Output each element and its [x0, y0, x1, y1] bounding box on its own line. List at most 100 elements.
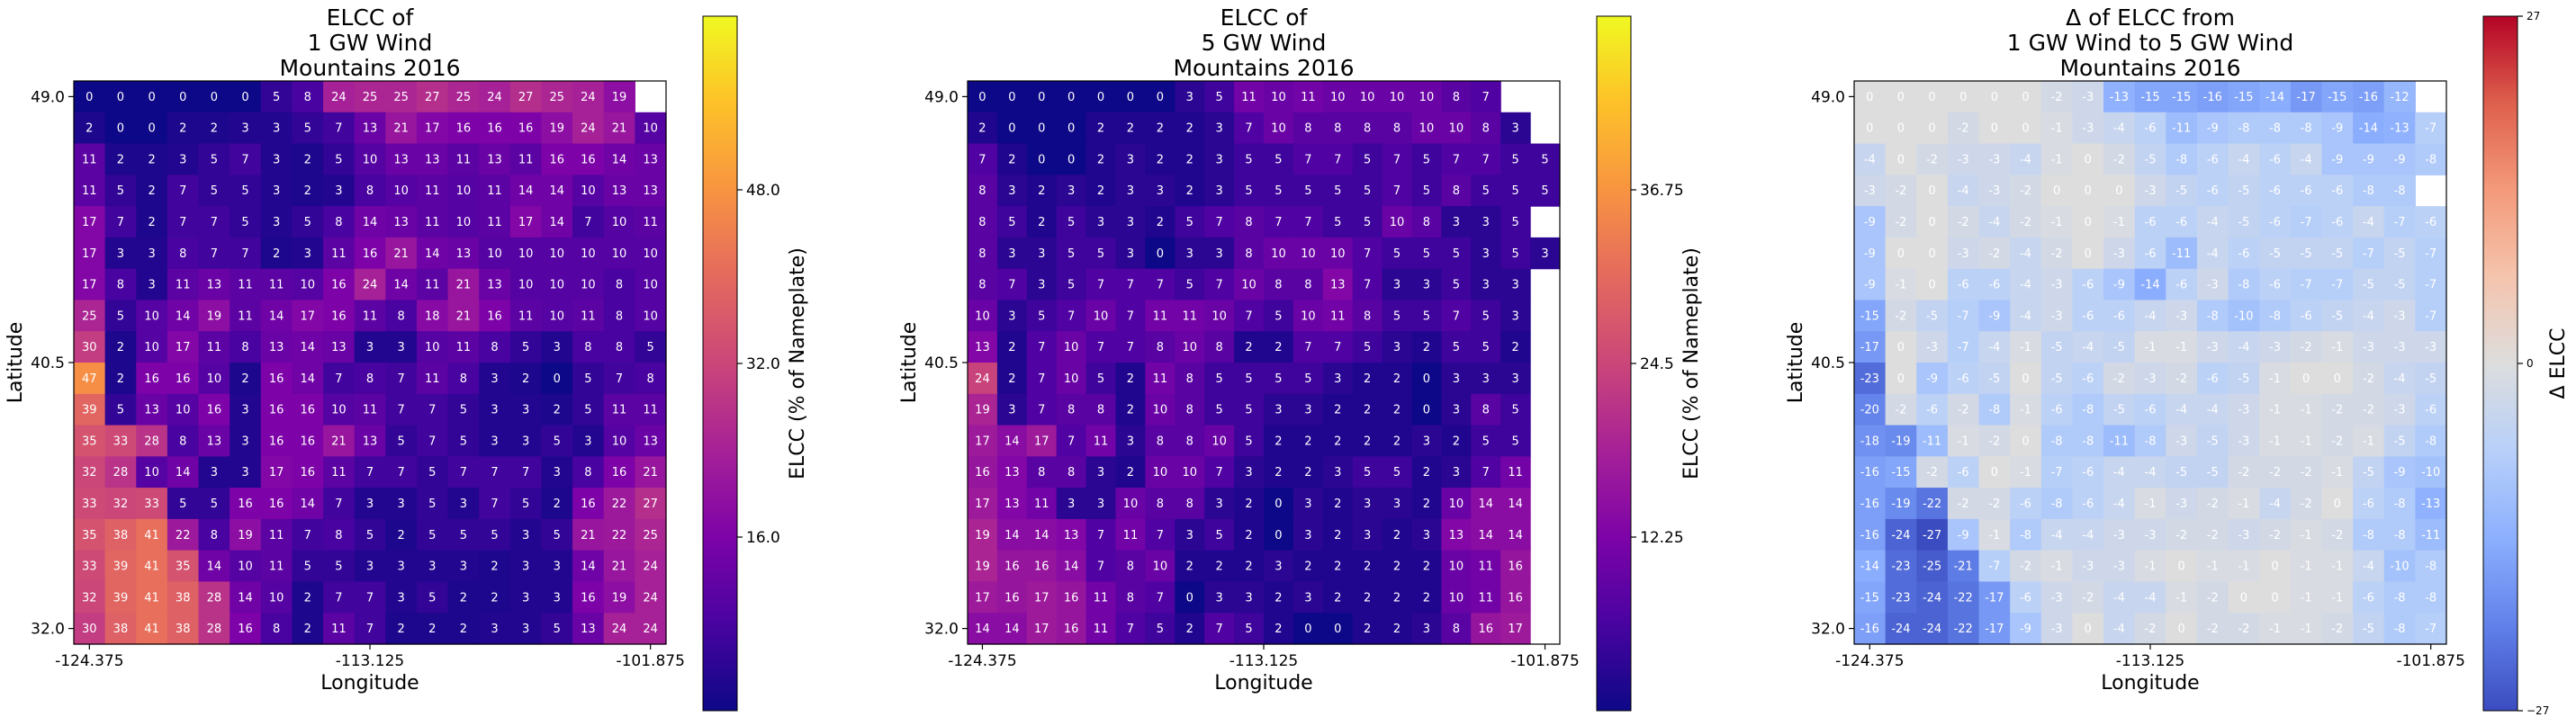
cell-value-label: -6 [2269, 153, 2281, 166]
cell-value-label: -8 [2425, 435, 2436, 448]
cell-value-label: 0 [86, 91, 93, 104]
heatmap-cell [1352, 206, 1383, 238]
heatmap-cell [635, 456, 667, 488]
cell-value-label: -4 [2113, 466, 2125, 480]
heatmap-cell [2353, 456, 2385, 488]
heatmap-cell [1293, 175, 1324, 207]
heatmap-cell [1056, 81, 1087, 113]
cell-value-label: -3 [2425, 341, 2436, 354]
heatmap-cell [2134, 581, 2166, 614]
cell-value-label: 3 [1038, 247, 1045, 261]
cell-value-label: 11 [1478, 560, 1493, 574]
cell-value-label: 5 [460, 529, 467, 542]
cell-value-label: 8 [366, 372, 374, 386]
heatmap-cell [541, 581, 573, 614]
heatmap-cell [2166, 268, 2198, 301]
heatmap-cell [198, 268, 230, 301]
cell-value-label: 8 [1097, 404, 1104, 417]
heatmap-cell [509, 425, 543, 457]
cell-value-label: 8 [616, 309, 623, 323]
heatmap-cell [136, 206, 168, 238]
heatmap-cell [1175, 518, 1205, 551]
cell-value-label: 7 [1304, 341, 1311, 354]
cell-value-label: 5 [1274, 153, 1282, 166]
heatmap-cell [1056, 393, 1087, 426]
cell-value-label: 0 [179, 91, 186, 104]
cell-value-label: 13 [487, 153, 502, 166]
heatmap-cell [1411, 81, 1442, 113]
heatmap-cell [230, 613, 262, 645]
heatmap-cell [1471, 488, 1501, 520]
heatmap-cell [1026, 393, 1058, 426]
heatmap-cell [509, 456, 543, 488]
cell-value-label: -2 [2207, 591, 2219, 605]
heatmap-cell [2353, 175, 2385, 207]
cell-value-label: -1 [2051, 560, 2063, 574]
heatmap-cell [416, 425, 449, 457]
cell-value-label: 7 [397, 466, 404, 480]
heatmap-cell [1175, 237, 1205, 270]
cell-value-label: -3 [2145, 529, 2157, 542]
heatmap-cell [292, 237, 324, 270]
heatmap-cell [1916, 613, 1949, 645]
cell-value-label: 11 [207, 341, 222, 354]
heatmap-cell [167, 237, 200, 270]
heatmap-cell [1056, 550, 1087, 583]
cell-value-label: 21 [612, 122, 627, 136]
heatmap-cell [1145, 143, 1175, 175]
cell-value-label: 0 [1097, 91, 1104, 104]
cell-value-label: 14 [300, 372, 315, 386]
heatmap-cell [1234, 112, 1265, 145]
heatmap-cell [1234, 425, 1265, 457]
heatmap-cell [635, 112, 667, 145]
heatmap-cell [1441, 175, 1472, 207]
heatmap-cell [1026, 300, 1058, 332]
cell-value-label: 19 [975, 404, 990, 417]
heatmap-cell [1145, 488, 1175, 520]
heatmap-cell [1471, 581, 1501, 614]
heatmap-cell [1352, 300, 1383, 332]
cell-value-label: -14 [2359, 122, 2378, 136]
cell-value-label: 2 [460, 623, 467, 636]
heatmap-cell [2103, 581, 2136, 614]
cell-value-label: 24 [643, 591, 658, 605]
cell-value-label: 0 [2334, 497, 2341, 511]
cell-value-label: 14 [269, 309, 284, 323]
cell-value-label: 2 [1334, 435, 1341, 448]
heatmap-cell [2383, 268, 2416, 301]
cell-value-label: 27 [518, 91, 534, 104]
cell-value-label: 5 [1512, 404, 1519, 417]
heatmap-cell [447, 300, 480, 332]
cell-value-label: 7 [428, 404, 436, 417]
cell-value-label: 14 [393, 279, 409, 292]
cell-value-label: 35 [176, 560, 191, 574]
cell-value-label: 7 [1216, 623, 1223, 636]
heatmap-cell [1947, 237, 1980, 270]
cell-value-label: 2 [554, 497, 561, 511]
cell-value-label: -8 [2051, 497, 2063, 511]
cell-value-label: -4 [2020, 309, 2031, 323]
cell-value-label: 21 [393, 247, 409, 261]
heatmap-cell [1352, 268, 1383, 301]
cell-value-label: 2 [397, 529, 404, 542]
cell-value-label: 5 [428, 591, 436, 605]
cell-value-label: 0 [1423, 372, 1430, 386]
heatmap-cell [2072, 425, 2104, 457]
heatmap-cell [2166, 518, 2198, 551]
heatmap-cell [1264, 550, 1294, 583]
cell-value-label: 21 [456, 309, 472, 323]
cell-value-label: 3 [1482, 279, 1490, 292]
cell-value-label: 2 [1423, 591, 1430, 605]
heatmap-cell [2196, 143, 2229, 175]
cell-value-label: 10 [425, 341, 440, 354]
cell-value-label: 10 [1123, 497, 1139, 511]
cell-value-label: 2 [1304, 435, 1311, 448]
heatmap-cell [323, 518, 356, 551]
heatmap-cell [1382, 518, 1413, 551]
heatmap-cell [416, 268, 449, 301]
cell-value-label: 0 [1067, 153, 1075, 166]
heatmap-cell [292, 581, 324, 614]
cell-value-label: 0 [2240, 591, 2247, 605]
cell-value-label: 18 [425, 309, 440, 323]
cell-value-label: 2 [1274, 341, 1282, 354]
